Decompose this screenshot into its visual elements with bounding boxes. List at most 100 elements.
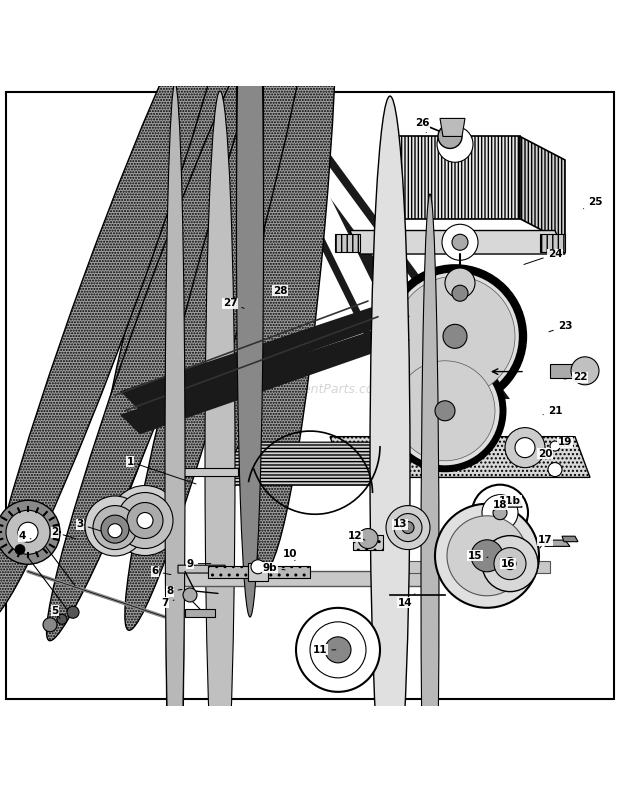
Circle shape <box>394 513 422 542</box>
Circle shape <box>442 225 478 260</box>
Circle shape <box>310 622 366 678</box>
Polygon shape <box>248 563 268 581</box>
Text: 1: 1 <box>126 456 196 484</box>
Polygon shape <box>390 562 550 573</box>
Text: 15: 15 <box>467 551 488 561</box>
Text: 9b: 9b <box>263 562 285 573</box>
Ellipse shape <box>236 0 264 484</box>
Text: 3: 3 <box>76 520 101 531</box>
Polygon shape <box>256 100 422 384</box>
Text: 18: 18 <box>493 500 507 510</box>
Circle shape <box>85 496 145 556</box>
Ellipse shape <box>90 0 280 552</box>
Circle shape <box>43 618 57 632</box>
Text: 8: 8 <box>166 586 182 596</box>
Circle shape <box>6 510 50 554</box>
Polygon shape <box>175 468 238 476</box>
Text: 17: 17 <box>538 536 552 548</box>
Text: 24: 24 <box>524 249 562 264</box>
Polygon shape <box>265 566 310 577</box>
Circle shape <box>493 505 507 520</box>
Circle shape <box>472 485 528 541</box>
Ellipse shape <box>206 0 293 514</box>
Circle shape <box>386 505 430 550</box>
Text: 28: 28 <box>273 286 287 296</box>
Polygon shape <box>520 137 565 242</box>
Circle shape <box>296 607 380 692</box>
Polygon shape <box>353 535 383 551</box>
Polygon shape <box>220 442 390 485</box>
Polygon shape <box>395 137 520 219</box>
Circle shape <box>358 528 378 548</box>
Polygon shape <box>350 230 565 254</box>
Ellipse shape <box>370 96 410 791</box>
Text: eReplacementParts.com: eReplacementParts.com <box>234 383 386 396</box>
Circle shape <box>395 361 495 461</box>
Circle shape <box>435 401 455 421</box>
Text: 16: 16 <box>500 558 515 569</box>
Polygon shape <box>120 301 410 411</box>
Text: 2: 2 <box>51 528 76 539</box>
Text: 23: 23 <box>549 321 572 331</box>
Circle shape <box>445 268 475 298</box>
Text: 5: 5 <box>51 606 60 619</box>
Polygon shape <box>175 571 430 585</box>
Circle shape <box>494 547 526 580</box>
Text: 13: 13 <box>392 520 408 529</box>
Polygon shape <box>550 364 585 378</box>
Circle shape <box>127 502 163 539</box>
Polygon shape <box>330 437 590 478</box>
Polygon shape <box>248 100 430 384</box>
Circle shape <box>110 486 180 555</box>
Ellipse shape <box>166 194 184 791</box>
Circle shape <box>504 558 516 570</box>
Circle shape <box>443 324 467 348</box>
Text: 4: 4 <box>19 532 31 541</box>
Polygon shape <box>502 501 522 507</box>
Circle shape <box>437 127 473 162</box>
Polygon shape <box>335 234 360 252</box>
Text: 10: 10 <box>283 549 297 561</box>
Circle shape <box>108 524 122 538</box>
Circle shape <box>548 463 562 476</box>
Text: 25: 25 <box>583 196 602 209</box>
Circle shape <box>482 536 538 592</box>
Circle shape <box>18 522 38 543</box>
Ellipse shape <box>421 194 439 791</box>
Circle shape <box>387 353 503 469</box>
Circle shape <box>438 124 462 149</box>
Ellipse shape <box>46 0 293 641</box>
Circle shape <box>101 515 129 543</box>
Polygon shape <box>208 566 248 577</box>
Circle shape <box>482 494 518 531</box>
Circle shape <box>93 505 137 550</box>
Text: 14: 14 <box>397 594 415 607</box>
Text: 11b: 11b <box>494 496 521 510</box>
Polygon shape <box>120 324 410 434</box>
Polygon shape <box>237 97 263 230</box>
Text: 9: 9 <box>187 558 211 569</box>
Text: 19: 19 <box>558 437 572 448</box>
Circle shape <box>395 276 515 396</box>
Polygon shape <box>178 566 228 573</box>
Polygon shape <box>248 100 510 399</box>
Circle shape <box>363 463 377 476</box>
Circle shape <box>387 268 523 404</box>
Text: 11: 11 <box>312 645 336 655</box>
Text: 22: 22 <box>564 372 587 382</box>
Circle shape <box>251 560 265 573</box>
Circle shape <box>402 521 414 534</box>
Ellipse shape <box>125 0 315 630</box>
Circle shape <box>0 500 60 564</box>
Circle shape <box>447 516 527 596</box>
Polygon shape <box>562 536 578 542</box>
Circle shape <box>117 493 173 548</box>
Circle shape <box>571 357 599 384</box>
Text: 12: 12 <box>348 532 365 541</box>
Text: 21: 21 <box>543 406 562 416</box>
Polygon shape <box>258 100 500 399</box>
Circle shape <box>505 428 545 467</box>
Circle shape <box>452 234 468 250</box>
Text: 26: 26 <box>415 118 429 133</box>
Polygon shape <box>185 609 215 617</box>
